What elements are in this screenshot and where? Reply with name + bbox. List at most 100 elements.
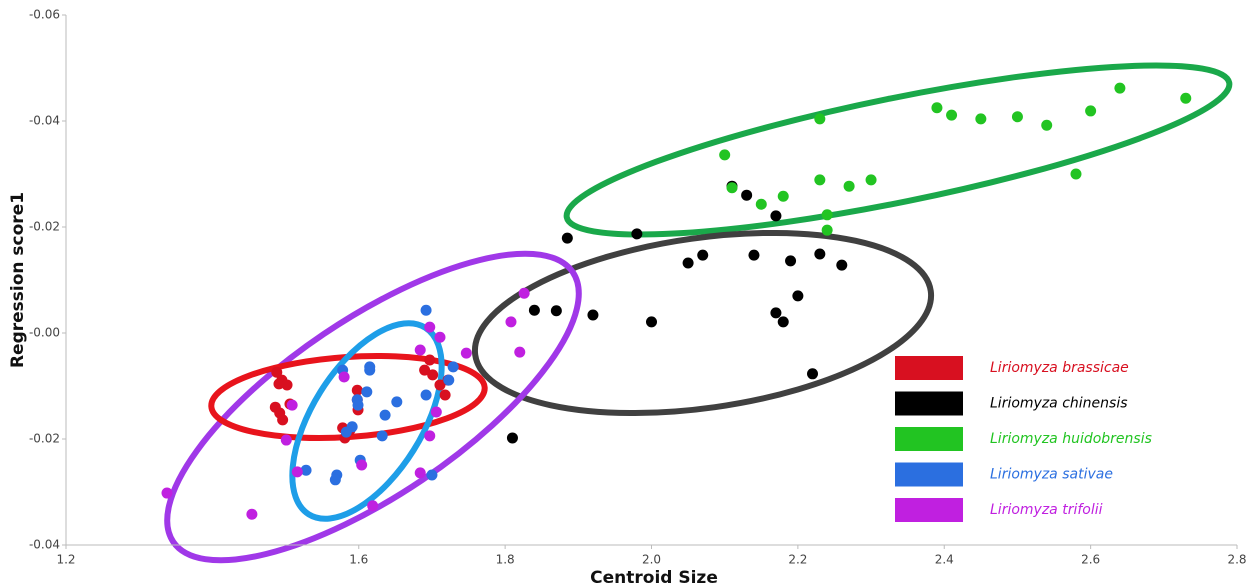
point bbox=[280, 434, 292, 446]
legend-swatch bbox=[895, 498, 963, 522]
point bbox=[376, 430, 388, 442]
legend-swatch bbox=[895, 391, 963, 416]
point bbox=[286, 399, 298, 411]
confidence-ellipses bbox=[164, 62, 1233, 564]
point bbox=[338, 371, 350, 383]
legend-text: Liriomyza trifolii bbox=[990, 502, 1103, 518]
point bbox=[439, 389, 451, 401]
point bbox=[726, 182, 738, 194]
point bbox=[161, 487, 173, 499]
legend-swatch bbox=[895, 356, 963, 380]
point bbox=[364, 364, 376, 376]
point bbox=[697, 249, 709, 261]
point bbox=[1085, 105, 1097, 117]
point bbox=[1011, 111, 1023, 123]
point bbox=[748, 249, 760, 261]
point bbox=[460, 347, 472, 359]
point bbox=[329, 474, 341, 486]
point bbox=[719, 149, 731, 161]
point bbox=[785, 255, 797, 267]
point bbox=[419, 364, 431, 376]
point bbox=[946, 109, 958, 121]
point bbox=[281, 379, 293, 391]
point bbox=[931, 102, 943, 114]
point bbox=[741, 189, 753, 201]
point bbox=[420, 304, 432, 316]
point bbox=[1070, 168, 1082, 180]
point bbox=[792, 290, 804, 302]
point bbox=[770, 210, 782, 222]
point bbox=[424, 321, 436, 333]
point bbox=[770, 307, 782, 319]
point bbox=[246, 508, 258, 520]
point bbox=[414, 344, 426, 356]
point bbox=[414, 467, 426, 479]
point bbox=[843, 180, 855, 192]
point bbox=[1114, 82, 1126, 94]
ellipse bbox=[471, 229, 935, 417]
legend-text: Liriomyza sativae bbox=[990, 467, 1113, 483]
point bbox=[821, 224, 833, 236]
legend-text: Liriomyza huidobrensis bbox=[990, 431, 1152, 447]
point bbox=[777, 316, 789, 328]
point bbox=[277, 414, 289, 426]
point bbox=[807, 368, 819, 380]
legend-swatch bbox=[895, 462, 963, 487]
point bbox=[682, 257, 694, 269]
point bbox=[434, 331, 446, 343]
point bbox=[836, 259, 848, 271]
y-tick-label: -0.06 bbox=[29, 8, 60, 22]
point bbox=[755, 198, 767, 210]
point bbox=[975, 113, 987, 125]
point bbox=[424, 354, 436, 366]
ellipse bbox=[164, 250, 582, 564]
point bbox=[426, 469, 438, 481]
x-tick-label: 2.4 bbox=[935, 553, 954, 567]
point bbox=[430, 406, 442, 418]
point bbox=[514, 346, 526, 358]
point bbox=[550, 305, 562, 317]
point bbox=[271, 366, 283, 378]
point bbox=[1041, 119, 1053, 131]
point bbox=[291, 466, 303, 478]
point bbox=[821, 209, 833, 221]
point bbox=[391, 396, 403, 408]
y-tick-label: -0.04 bbox=[29, 114, 60, 128]
point bbox=[646, 316, 657, 328]
x-tick-label: 2.6 bbox=[1081, 553, 1100, 567]
point bbox=[427, 369, 439, 381]
point bbox=[505, 316, 517, 328]
point bbox=[273, 378, 285, 390]
point bbox=[420, 389, 432, 401]
point bbox=[379, 409, 391, 421]
x-axis-title: Centroid Size bbox=[590, 568, 718, 588]
point bbox=[814, 248, 826, 260]
point bbox=[528, 304, 540, 316]
legend-text: Liriomyza chinensis bbox=[990, 396, 1128, 412]
y-tick-label: -0.02 bbox=[29, 432, 60, 446]
legend-swatch bbox=[895, 427, 963, 451]
point bbox=[814, 113, 826, 125]
point bbox=[361, 386, 373, 398]
x-tick-label: 1.6 bbox=[349, 553, 368, 567]
ellipse bbox=[563, 62, 1233, 238]
point bbox=[865, 174, 877, 186]
point bbox=[447, 361, 459, 373]
x-tick-label: 2.0 bbox=[642, 553, 661, 567]
point bbox=[561, 232, 573, 244]
point bbox=[367, 500, 379, 512]
point bbox=[587, 309, 599, 321]
x-tick-label: 1.2 bbox=[56, 553, 75, 567]
point bbox=[434, 379, 446, 391]
point bbox=[814, 174, 826, 186]
x-tick-label: 1.8 bbox=[496, 553, 515, 567]
y-tick-label: -0.04 bbox=[29, 538, 60, 552]
point bbox=[351, 384, 363, 396]
legend-text: Liriomyza brassicae bbox=[990, 360, 1129, 376]
point bbox=[518, 287, 530, 299]
point bbox=[777, 190, 789, 202]
point bbox=[443, 374, 455, 386]
point bbox=[300, 464, 312, 476]
y-tick-label: -0.00 bbox=[29, 326, 60, 340]
